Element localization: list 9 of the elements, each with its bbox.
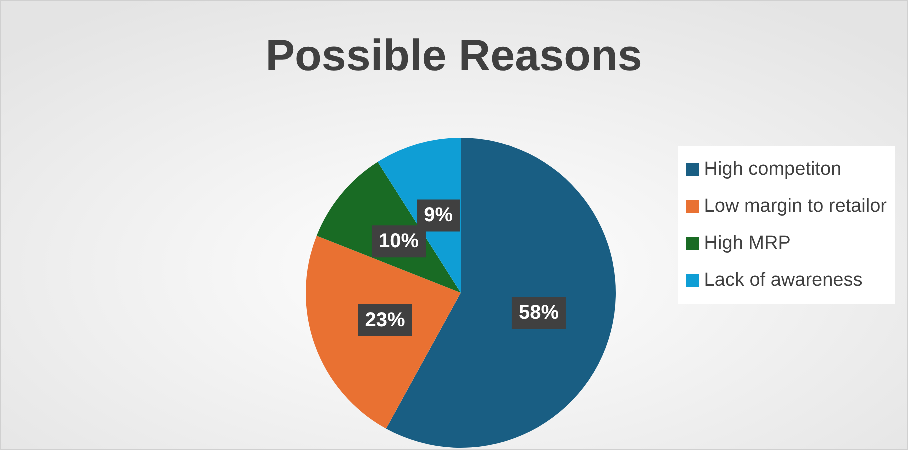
data-label: 58% xyxy=(518,302,560,324)
legend-label: Low margin to retailor xyxy=(704,196,888,217)
legend-label: High competiton xyxy=(704,159,842,180)
data-label: 9% xyxy=(424,204,454,227)
legend-label: Lack of awareness xyxy=(704,270,863,291)
data-label: 10% xyxy=(378,230,420,253)
legend-label: High MRP xyxy=(704,233,791,254)
chart-title: Possible Reasons xyxy=(266,32,642,80)
data-label: 23% xyxy=(365,309,406,332)
